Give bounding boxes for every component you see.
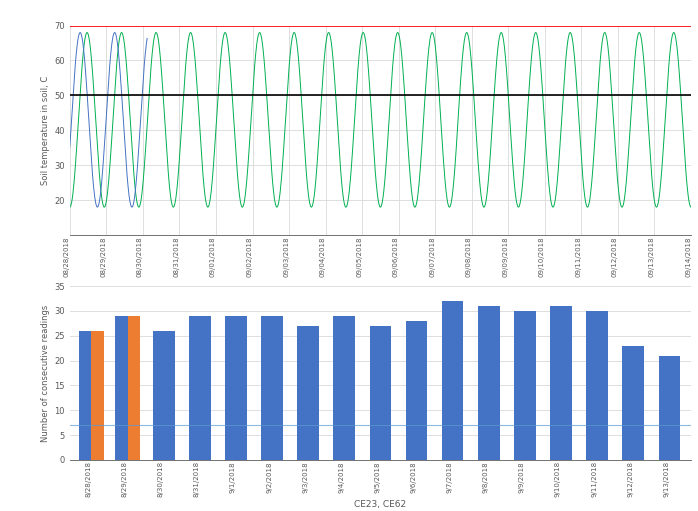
Bar: [334, 316, 355, 460]
Bar: [586, 311, 608, 460]
Bar: [189, 316, 211, 460]
Bar: [79, 331, 91, 460]
X-axis label: CE23, CE62: CE23, CE62: [355, 500, 406, 509]
Bar: [115, 316, 128, 460]
Bar: [225, 316, 247, 460]
Bar: [153, 331, 174, 460]
Bar: [514, 311, 535, 460]
Legend: LoggerB Temperature°C, LoggerC Temperature°C: LoggerB Temperature°C, LoggerC Temperatu…: [68, 298, 321, 314]
Bar: [478, 306, 500, 460]
Bar: [623, 346, 644, 460]
Bar: [91, 331, 104, 460]
Bar: [550, 306, 572, 460]
Bar: [406, 321, 427, 460]
Bar: [442, 301, 463, 460]
Y-axis label: Soil temperature in soil, C: Soil temperature in soil, C: [41, 76, 50, 185]
Bar: [261, 316, 283, 460]
Y-axis label: Number of consecutive readings: Number of consecutive readings: [41, 305, 50, 442]
Bar: [297, 326, 319, 460]
Bar: [369, 326, 392, 460]
Bar: [128, 316, 140, 460]
Bar: [658, 356, 680, 460]
